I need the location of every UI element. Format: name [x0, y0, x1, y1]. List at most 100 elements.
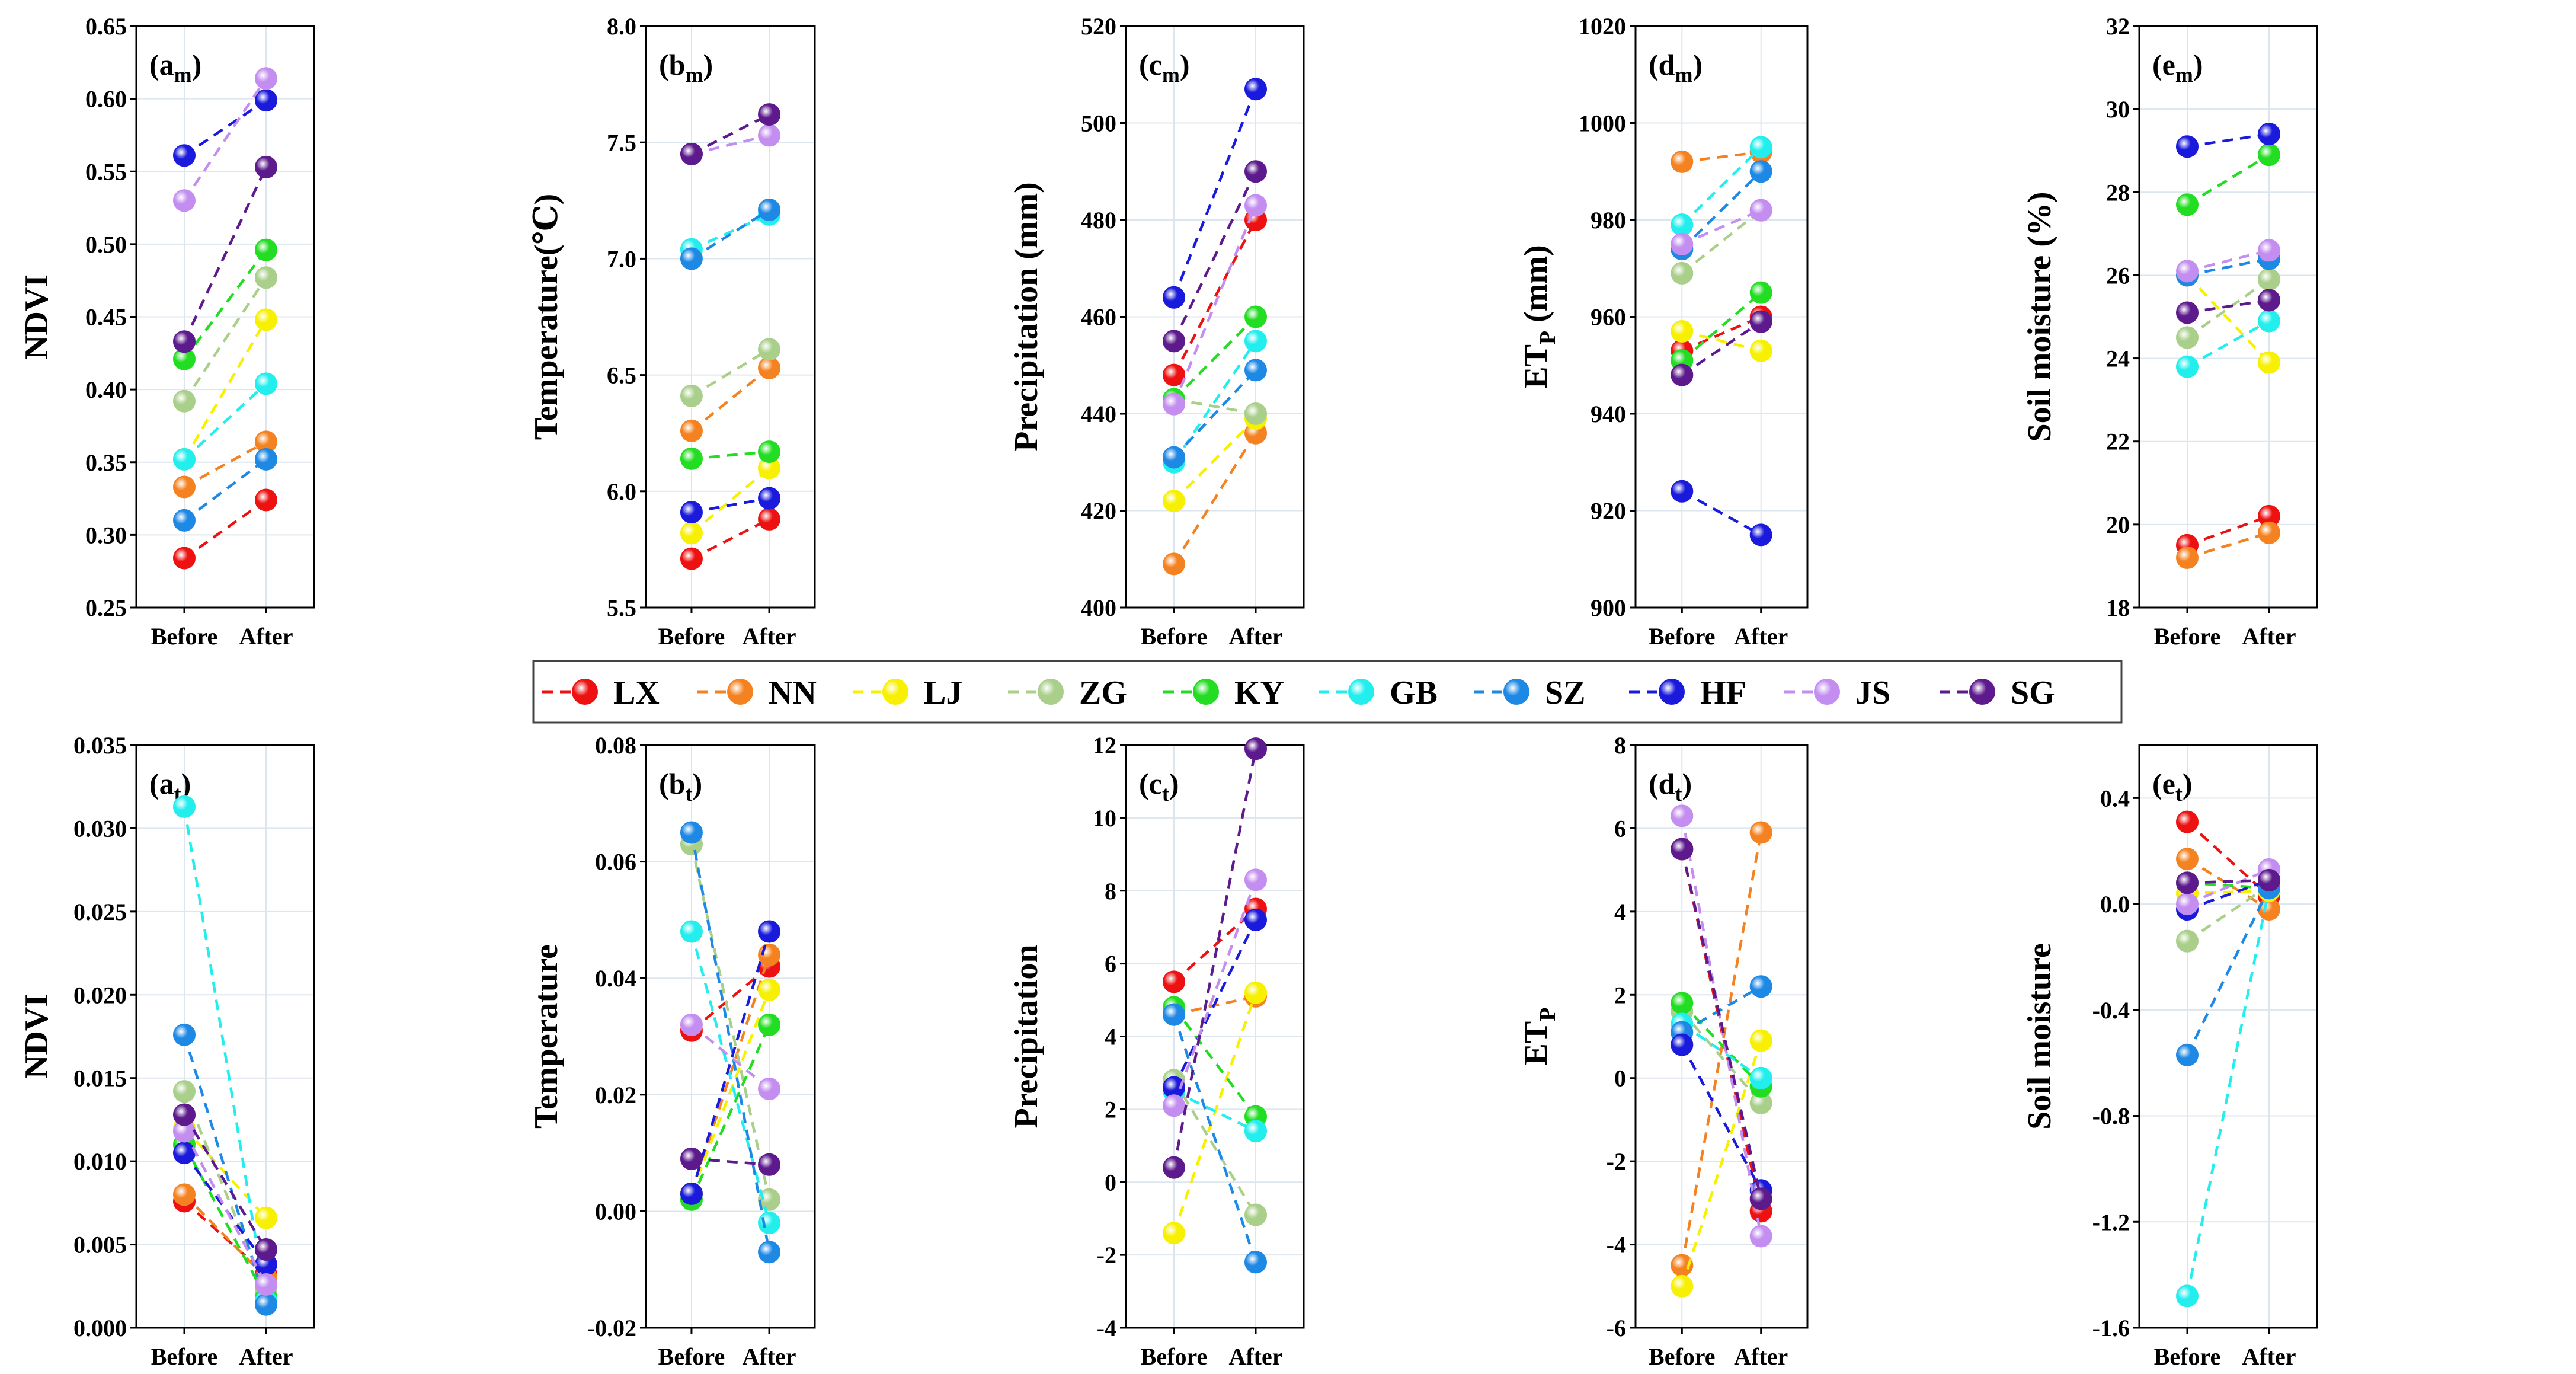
data-point	[173, 795, 196, 818]
series-line	[1681, 146, 1762, 226]
series-line	[183, 1152, 267, 1266]
series-line	[1173, 315, 1257, 401]
data-point	[1244, 737, 1267, 761]
legend-label: KY	[1234, 675, 1284, 711]
y-tick-label: 32	[2106, 13, 2130, 40]
data-point	[255, 1293, 277, 1316]
legend: LX NN LJ ZG KY GB SZ HF JS SG	[532, 660, 2123, 724]
legend-entry-SG: SG	[1940, 675, 2055, 711]
y-tick-label: 0.08	[595, 732, 636, 759]
x-tick-label: Before	[1141, 623, 1208, 650]
legend-marker	[572, 679, 598, 705]
data-point	[1163, 330, 1185, 353]
data-point	[173, 1023, 196, 1046]
legend-label: LX	[613, 675, 660, 711]
series-line	[690, 367, 770, 432]
x-tick-label: Before	[151, 1343, 218, 1370]
legend-marker	[1969, 679, 1995, 705]
series-ZG	[680, 338, 781, 407]
series-JS	[173, 1120, 277, 1296]
data-point	[2176, 260, 2199, 283]
data-point	[1671, 1033, 1694, 1056]
x-tick-label: Before	[151, 623, 218, 650]
data-point	[255, 1273, 277, 1296]
panel-d-m: 900 920 940 960 980 1000 1020 Before After ETP (m…	[1518, 13, 1809, 650]
data-point	[1163, 970, 1185, 993]
data-point	[255, 308, 277, 331]
series-SG	[1163, 160, 1267, 353]
y-tick-label: 0.010	[73, 1148, 127, 1175]
y-tick-label: 0	[1105, 1169, 1116, 1196]
legend-entry-KY: KY	[1163, 675, 1284, 711]
legend-entry-ZG: ZG	[1008, 675, 1127, 711]
series-line	[2187, 299, 2270, 314]
series-SZ	[680, 198, 781, 270]
data-point	[1749, 975, 1772, 998]
y-tick-label: -4	[1097, 1315, 1116, 1341]
data-point	[173, 389, 196, 413]
y-tick-label: 0.50	[85, 231, 127, 258]
y-tick-label: 0.55	[85, 158, 127, 185]
series-KY	[2176, 143, 2280, 216]
series-line	[2187, 889, 2270, 895]
data-point	[758, 103, 781, 126]
series-line	[1681, 209, 1762, 245]
y-tick-label: 980	[1591, 207, 1626, 234]
series-line	[183, 249, 267, 360]
series-line	[183, 499, 267, 560]
series-SG	[173, 155, 277, 353]
y-tick-label: 900	[1591, 595, 1626, 621]
data-point	[1671, 213, 1694, 237]
data-point	[173, 144, 196, 167]
series-SZ	[680, 821, 781, 1264]
x-tick-label: After	[2242, 1343, 2296, 1370]
series-line	[2187, 878, 2270, 884]
legend-marker	[882, 679, 908, 705]
panel-label: (et)	[2152, 767, 2193, 806]
data-point	[1244, 305, 1267, 328]
legend-label: LJ	[924, 675, 962, 711]
y-tick-label: 0.035	[73, 732, 127, 759]
series-line	[690, 989, 771, 1194]
series-SG	[1671, 838, 1772, 1210]
series-SG	[680, 103, 781, 165]
data-point	[2258, 351, 2280, 374]
y-tick-label: 420	[1081, 498, 1116, 525]
series-HF	[1163, 78, 1267, 309]
y-tick-label: 0.0	[2100, 891, 2130, 918]
panel-d-t: -6 -4 -2 0 2 4 6 8 Before After ETP (dt)	[1518, 732, 1809, 1370]
data-point	[1244, 194, 1267, 217]
data-point	[255, 238, 277, 261]
legend-label: SG	[2011, 675, 2055, 711]
series-LJ	[1163, 981, 1267, 1245]
series-line	[1681, 1040, 1762, 1287]
data-point	[680, 247, 703, 270]
y-tick-label: 0.02	[595, 1082, 636, 1108]
series-SG	[2176, 868, 2280, 894]
data-point	[173, 509, 196, 532]
y-tick-label: 4	[1105, 1024, 1116, 1050]
series-JS	[173, 67, 277, 212]
series-line	[183, 806, 268, 1302]
y-tick-label: -0.4	[2092, 997, 2130, 1024]
series-line	[1173, 1079, 1257, 1216]
y-tick-label: 12	[1093, 732, 1116, 759]
series-line	[183, 458, 267, 522]
data-point	[1749, 1225, 1772, 1248]
y-tick-label: 960	[1591, 304, 1626, 331]
y-tick-label: 6	[1105, 951, 1116, 977]
data-point	[680, 384, 703, 407]
series-line	[1172, 171, 1257, 342]
x-tick-label: After	[743, 1343, 796, 1370]
data-point	[1244, 981, 1267, 1004]
series-line	[183, 78, 267, 202]
series-line	[691, 450, 770, 461]
series-line	[690, 466, 770, 535]
data-point	[680, 419, 703, 442]
data-point	[1671, 838, 1694, 861]
y-axis-title: ETP (mm)	[1518, 245, 1560, 389]
data-point	[2258, 143, 2280, 167]
y-tick-label: 0.25	[85, 595, 127, 621]
series-JS	[680, 1013, 781, 1100]
data-point	[1244, 330, 1267, 353]
